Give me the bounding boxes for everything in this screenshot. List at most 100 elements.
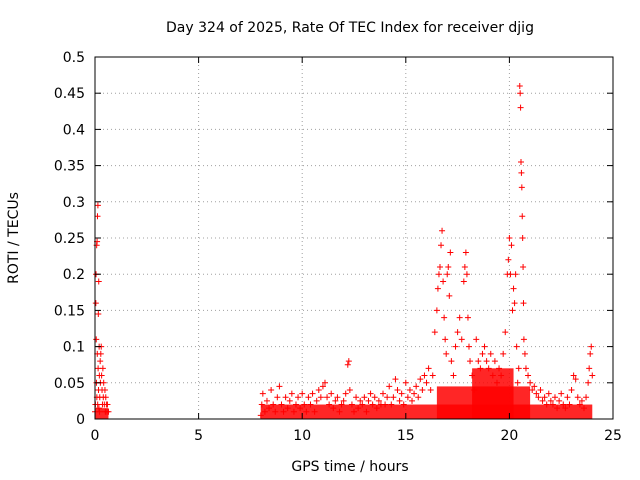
data-point	[99, 365, 106, 372]
data-point	[321, 379, 328, 386]
data-point	[446, 292, 453, 299]
data-point	[330, 405, 337, 412]
data-point	[467, 358, 474, 365]
data-point	[315, 387, 322, 394]
data-point	[272, 408, 279, 415]
data-point	[493, 379, 500, 386]
data-point	[547, 397, 554, 404]
data-point	[510, 285, 517, 292]
data-point	[516, 82, 523, 89]
data-point	[427, 387, 434, 394]
x-axis-ticks: 0 5 10 15 20 25	[91, 57, 622, 444]
data-point	[522, 365, 529, 372]
data-point	[568, 387, 575, 394]
data-point	[465, 343, 472, 350]
data-point	[371, 394, 378, 401]
y-tick-label: 0.1	[63, 340, 85, 356]
data-point	[384, 394, 391, 401]
data-point	[280, 408, 287, 415]
data-point	[95, 405, 102, 412]
data-point	[313, 397, 320, 404]
data-point	[415, 394, 422, 401]
data-point	[402, 379, 409, 386]
data-points	[92, 82, 596, 419]
data-point	[102, 394, 109, 401]
data-point	[576, 401, 583, 408]
data-point	[95, 278, 102, 285]
data-point	[520, 300, 527, 307]
data-point	[518, 158, 525, 165]
data-point	[585, 379, 592, 386]
data-point	[539, 397, 546, 404]
data-point	[268, 387, 275, 394]
data-point	[344, 361, 351, 368]
data-point	[502, 329, 509, 336]
data-point	[425, 365, 432, 372]
data-point	[411, 390, 418, 397]
data-point	[351, 408, 357, 415]
data-point	[282, 394, 289, 401]
data-point	[435, 271, 442, 278]
data-point	[462, 249, 469, 256]
data-point	[541, 394, 548, 401]
data-point	[301, 401, 308, 408]
data-point	[299, 390, 306, 397]
data-point	[533, 390, 540, 397]
data-point	[328, 390, 335, 397]
data-point	[452, 343, 459, 350]
data-point	[423, 379, 430, 386]
data-point	[549, 401, 556, 408]
data-point	[375, 397, 382, 404]
data-point	[413, 383, 420, 390]
y-tick-label: 0.25	[54, 231, 85, 247]
data-point	[436, 263, 443, 270]
data-point	[517, 104, 524, 111]
data-point	[509, 307, 516, 314]
data-point	[443, 350, 450, 357]
data-point	[471, 387, 478, 394]
data-point	[284, 405, 291, 412]
data-point	[439, 227, 446, 234]
data-point	[261, 408, 268, 415]
data-point	[520, 336, 527, 343]
data-point	[359, 401, 366, 408]
data-point	[417, 376, 424, 383]
data-point	[276, 383, 283, 390]
y-tick-label: 0.35	[54, 159, 85, 175]
data-point	[288, 390, 295, 397]
grid-lines	[95, 57, 613, 419]
data-point	[94, 202, 101, 209]
data-point	[583, 394, 590, 401]
data-point	[506, 235, 513, 241]
data-point	[512, 271, 519, 278]
data-point	[558, 390, 565, 397]
x-tick-label: 5	[194, 428, 203, 444]
y-tick-label: 0.3	[63, 195, 85, 211]
data-point	[105, 408, 112, 415]
data-point	[477, 365, 484, 372]
data-point	[334, 394, 341, 401]
data-point	[500, 350, 507, 357]
data-point	[433, 307, 440, 314]
data-point	[311, 408, 318, 415]
data-point	[554, 405, 561, 412]
data-point	[511, 300, 518, 307]
data-point	[257, 412, 264, 419]
data-point	[519, 235, 526, 241]
data-point	[519, 213, 526, 220]
data-point	[303, 408, 310, 415]
data-point	[326, 401, 333, 408]
data-point	[340, 397, 347, 404]
data-point	[508, 242, 515, 249]
data-point	[292, 401, 299, 408]
data-point	[98, 372, 105, 379]
data-point	[336, 408, 343, 415]
data-point	[95, 311, 102, 318]
data-point	[392, 376, 399, 383]
data-point	[574, 394, 581, 401]
data-point	[454, 329, 461, 336]
data-point	[496, 365, 503, 372]
data-point	[332, 397, 339, 404]
x-tick-label: 20	[500, 428, 518, 444]
